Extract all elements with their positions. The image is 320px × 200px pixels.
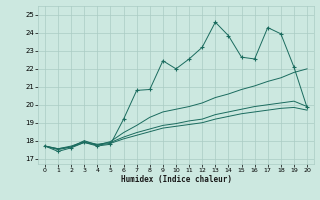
- X-axis label: Humidex (Indice chaleur): Humidex (Indice chaleur): [121, 175, 231, 184]
